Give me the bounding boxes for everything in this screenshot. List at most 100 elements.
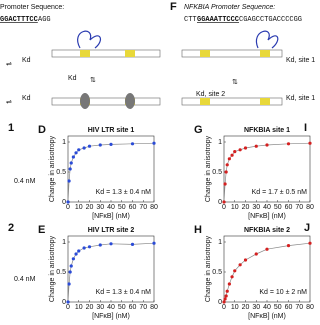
chart-title: NFKBIA site 1: [244, 127, 290, 134]
point: [87, 144, 92, 148]
x-tick-label: 60: [285, 204, 293, 211]
y-tick-label: 1: [218, 239, 222, 246]
y-tick-label: 0: [218, 299, 222, 306]
kd-label: Kd: [22, 57, 31, 64]
kd-label: Kd, site 1: [286, 57, 315, 64]
chart-title: NFKBIA site 2: [244, 227, 290, 234]
x-tick-label: 70: [139, 204, 147, 211]
x-tick-label: 70: [295, 304, 303, 311]
kd-label: Kd: [22, 95, 31, 102]
point: [286, 244, 291, 248]
y-tick-label: 0: [62, 199, 66, 206]
point: [230, 275, 234, 279]
panel-label: D: [38, 124, 46, 136]
point: [109, 142, 113, 146]
seq-site: GGACTTTCC: [0, 16, 38, 24]
site: [260, 98, 270, 105]
panel-label: I: [304, 122, 307, 134]
point: [225, 163, 229, 167]
site: [125, 50, 135, 57]
point: [71, 155, 75, 159]
x-axis-label: [NFκB] (nM): [248, 213, 286, 220]
point: [68, 167, 72, 171]
x-tick-label: 30: [252, 304, 260, 311]
x-tick-label: 10: [231, 204, 239, 211]
x-tick-label: 80: [150, 304, 158, 311]
point: [98, 243, 102, 247]
panel-label: 1: [8, 122, 14, 134]
point: [77, 148, 81, 152]
dna: [181, 49, 283, 58]
arrow: ⇅: [90, 77, 96, 84]
x-tick-label: 20: [242, 304, 250, 311]
x-tick-label: 20: [242, 204, 250, 211]
seq-prefix: CTT: [184, 16, 197, 24]
point: [254, 252, 258, 256]
kd-label: Kd, site 2: [196, 91, 225, 98]
x-tick-label: 40: [263, 304, 271, 311]
point: [225, 289, 229, 293]
arrow: ⇅: [232, 79, 238, 86]
seq-tail: CGAGCCTGACCCCGG: [239, 16, 302, 24]
panel-label: 2: [8, 222, 14, 234]
point: [87, 245, 92, 249]
point: [308, 241, 312, 245]
protein: [77, 30, 102, 49]
x-tick-label: 10: [75, 304, 83, 311]
y-tick-label: 0: [218, 199, 222, 206]
chart-title: HIV LTR site 1: [88, 127, 135, 134]
site: [200, 50, 210, 57]
point: [230, 153, 234, 157]
point: [69, 161, 73, 165]
annotation: Kd = 1.3 ± 0.4 nM: [96, 189, 152, 196]
x-tick-label: 60: [129, 204, 137, 211]
y-tick-label: 0.5: [56, 269, 66, 276]
point: [66, 200, 70, 204]
protein: [255, 30, 279, 49]
x-tick-label: 50: [118, 204, 126, 211]
point: [152, 241, 156, 245]
point: [243, 258, 248, 262]
x-tick-label: 30: [96, 304, 104, 311]
point: [130, 142, 135, 146]
y-axis-label: Change in anisotropy: [205, 235, 212, 302]
x-tick-label: 50: [118, 304, 126, 311]
point: [223, 182, 227, 186]
panel-label: F: [170, 1, 177, 13]
x-axis-label: [NFκB] (nM): [248, 313, 286, 320]
seq-label: Promoter Sequence:: [0, 4, 64, 11]
x-tick-label: 30: [96, 204, 104, 211]
x-tick-label: 40: [107, 204, 115, 211]
point: [238, 263, 242, 267]
x-tick-label: 20: [86, 204, 94, 211]
y-tick-label: 0.5: [212, 269, 222, 276]
point: [152, 141, 156, 145]
y-axis-label: Change in anisotropy: [205, 135, 212, 202]
point: [82, 146, 86, 150]
annotation: Kd = 1.3 ± 0.4 nM: [96, 289, 152, 296]
point: [71, 257, 75, 261]
y-axis-label: Change in anisotropy: [49, 135, 56, 202]
point: [69, 264, 73, 268]
annotation: 0.4 nM: [14, 276, 36, 283]
point: [82, 246, 86, 250]
dna: [181, 97, 283, 106]
point: [98, 143, 102, 147]
point: [227, 282, 231, 286]
y-tick-label: 1: [62, 139, 66, 146]
y-tick-label: 0.5: [212, 169, 222, 176]
point: [130, 242, 135, 246]
point: [68, 270, 72, 274]
point: [77, 249, 81, 253]
point: [67, 282, 71, 286]
kd-label: Kd: [68, 75, 77, 82]
point: [224, 170, 228, 174]
point: [286, 142, 291, 146]
point: [308, 141, 312, 145]
point: [233, 269, 237, 273]
seq-tail: AGG: [38, 16, 51, 24]
x-tick-label: 0: [66, 204, 70, 211]
annotation: Kd = 10 ± 2 nM: [259, 289, 307, 296]
point: [223, 297, 227, 301]
